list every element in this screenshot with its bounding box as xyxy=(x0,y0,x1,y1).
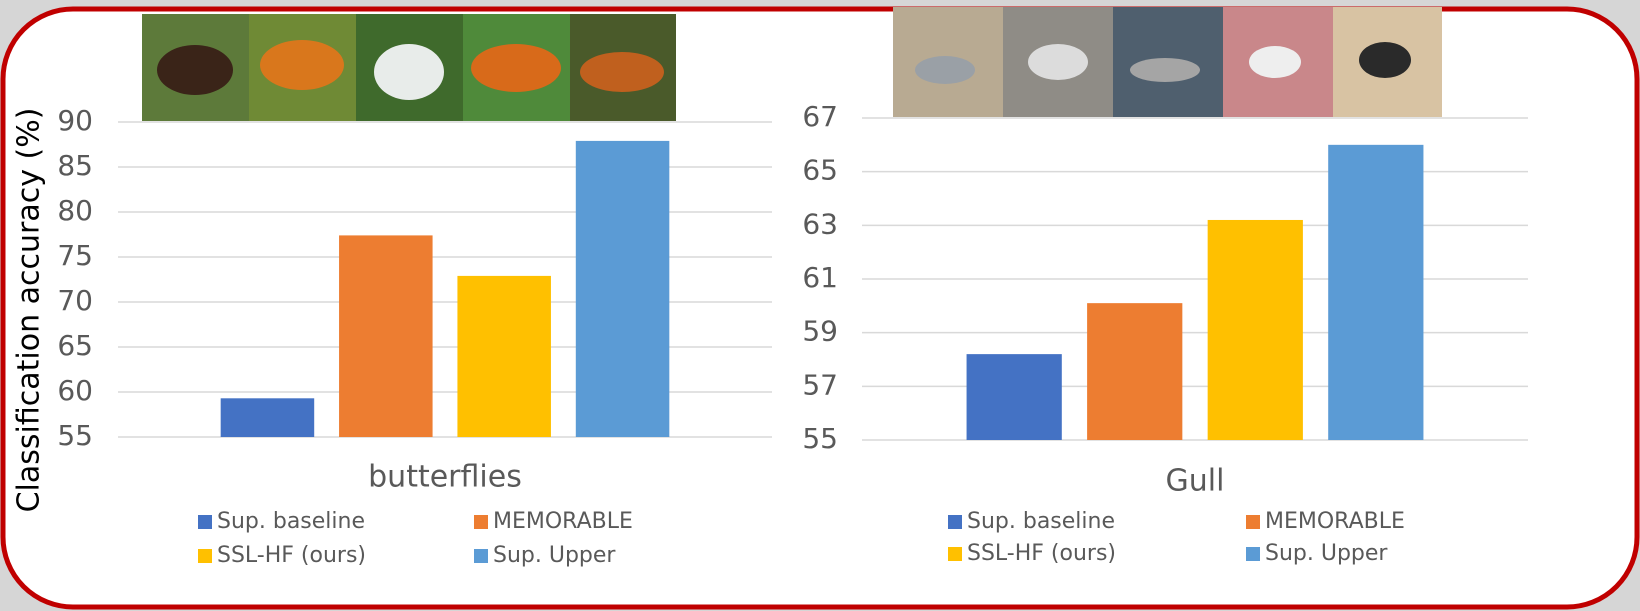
legend-swatch xyxy=(474,549,488,563)
y-tick-label: 60 xyxy=(57,374,93,407)
legend-swatch xyxy=(948,547,962,561)
bar xyxy=(967,354,1062,440)
bar xyxy=(1087,303,1182,440)
y-tick-label: 55 xyxy=(802,422,838,455)
gull-photos xyxy=(893,7,1442,117)
legend-swatch xyxy=(1246,515,1260,529)
x-tick-label: Gull xyxy=(1166,464,1225,499)
y-tick-label: 55 xyxy=(57,419,93,452)
y-tick-label: 61 xyxy=(802,261,838,294)
y-tick-label: 57 xyxy=(802,368,838,401)
legend-label: SSL-HF (ours) xyxy=(967,541,1116,566)
legend-label: MEMORABLE xyxy=(493,509,633,534)
legend-swatch xyxy=(1246,547,1260,561)
bar xyxy=(1328,145,1423,440)
bar xyxy=(339,235,433,437)
y-tick-label: 67 xyxy=(802,100,838,133)
legend-label: Sup. Upper xyxy=(1265,541,1388,566)
legend-swatch xyxy=(198,549,212,563)
page: {"chart_data": [ {"type": "bar", "y_labe… xyxy=(0,0,1640,611)
legend-swatch xyxy=(198,515,212,529)
legend-label: Sup. baseline xyxy=(967,509,1115,534)
butterfly-photos xyxy=(142,14,676,121)
bar xyxy=(221,398,315,437)
legend-swatch xyxy=(474,515,488,529)
legend-label: MEMORABLE xyxy=(1265,509,1405,534)
legend-label: SSL-HF (ours) xyxy=(217,543,366,568)
y-tick-label: 63 xyxy=(802,207,838,240)
legend-label: Sup. Upper xyxy=(493,543,616,568)
bar xyxy=(457,276,551,437)
y-tick-label: 80 xyxy=(57,194,93,227)
y-tick-label: 65 xyxy=(57,329,93,362)
bar xyxy=(1208,220,1303,440)
chart: Classification accuracy (%) 55 60 65 70 75 80… xyxy=(0,0,1640,611)
bar xyxy=(576,141,670,437)
y-tick-label: 85 xyxy=(57,149,93,182)
legend-label: Sup. baseline xyxy=(217,509,365,534)
y-axis-title: Classification accuracy (%) xyxy=(12,108,47,513)
y-tick-label: 65 xyxy=(802,154,838,187)
y-tick-label: 90 xyxy=(57,104,93,137)
y-tick-label: 70 xyxy=(57,284,93,317)
y-tick-label: 59 xyxy=(802,315,838,348)
legend-swatch xyxy=(948,515,962,529)
y-tick-label: 75 xyxy=(57,239,93,272)
x-tick-label: butterflies xyxy=(368,460,522,495)
